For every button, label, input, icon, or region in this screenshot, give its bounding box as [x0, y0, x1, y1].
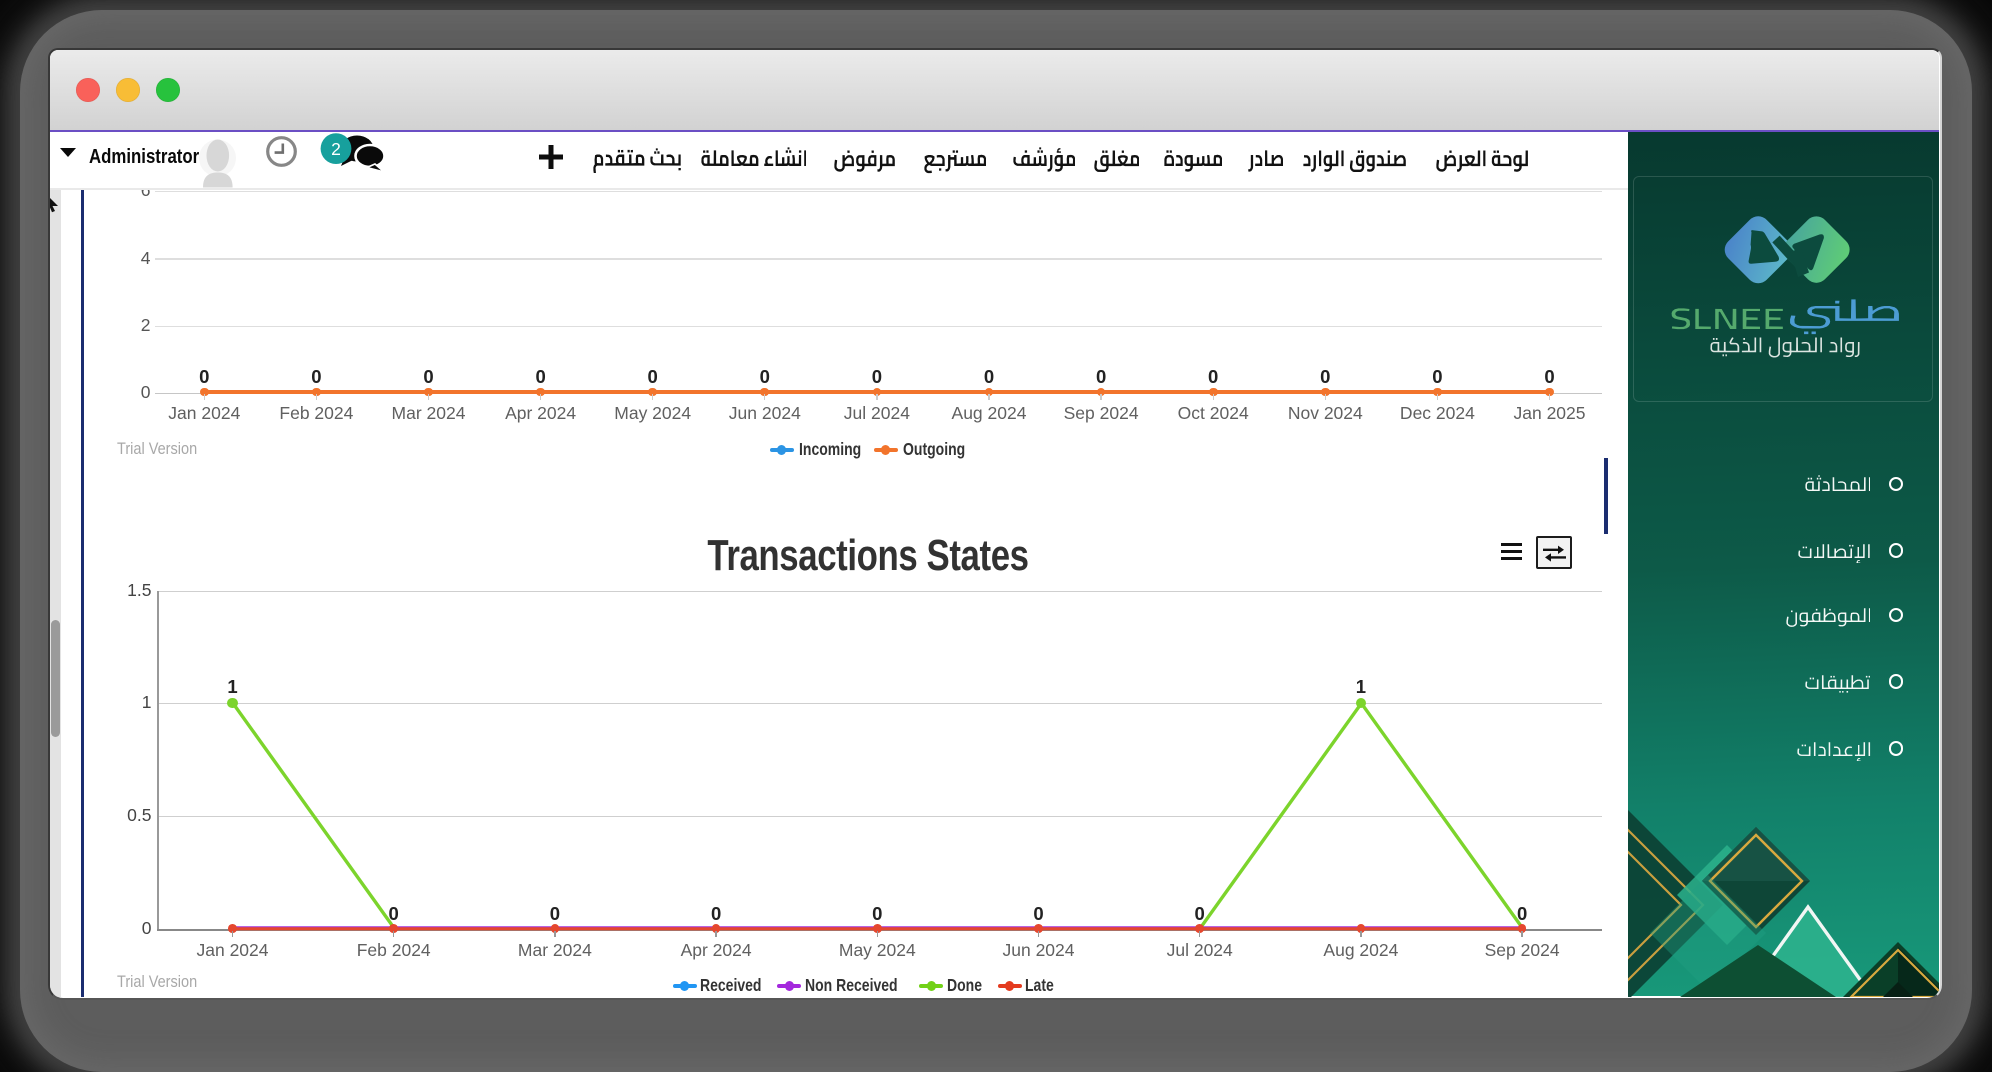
- svg-text:2: 2: [331, 139, 341, 159]
